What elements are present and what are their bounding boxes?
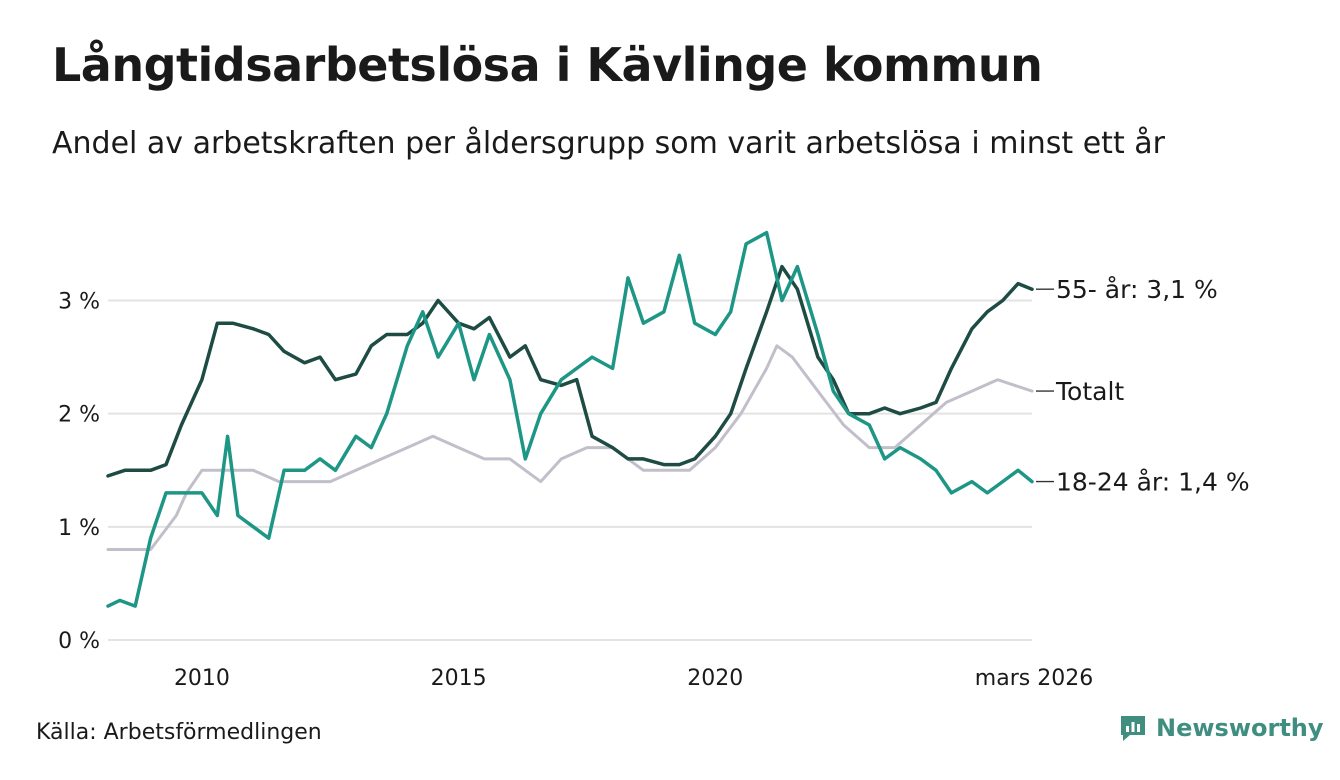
y-tick-label-1: 1 % <box>58 516 100 541</box>
end-label-total: Totalt <box>1055 377 1124 406</box>
series-end-labels: 55- år: 3,1 % Totalt 18-24 år: 1,4 % <box>1036 275 1250 497</box>
chart-subtitle: Andel av arbetskraften per åldersgrupp s… <box>52 126 1165 161</box>
y-axis-labels: 0 % 1 % 2 % 3 % <box>58 290 100 654</box>
chart-title: Långtidsarbetslösa i Kävlinge kommun <box>52 38 1043 92</box>
brand-name: Newsworthy <box>1156 714 1324 742</box>
line-chart: 0 % 1 % 2 % 3 % 2010 2015 2020 mars 2026 55- å… <box>58 230 1250 691</box>
x-tick-label-2: 2020 <box>687 666 743 691</box>
series-lines <box>106 230 1034 608</box>
end-label-youth: 18-24 år: 1,4 % <box>1056 468 1250 497</box>
x-axis-labels: 2010 2015 2020 mars 2026 <box>174 666 1093 691</box>
x-tick-label-3: mars 2026 <box>975 666 1093 691</box>
gridlines <box>108 299 1032 641</box>
end-label-senior: 55- år: 3,1 % <box>1056 275 1218 304</box>
series-line-youth <box>106 230 1034 608</box>
source-note: Källa: Arbetsförmedlingen <box>36 720 322 745</box>
y-tick-label-2: 2 % <box>58 403 100 428</box>
newsworthy-logo-icon <box>1121 716 1145 741</box>
y-tick-label-3: 3 % <box>58 290 100 315</box>
series-line-total <box>106 344 1034 551</box>
y-tick-label-0: 0 % <box>58 629 100 654</box>
x-tick-label-0: 2010 <box>174 666 230 691</box>
brand-logo: Newsworthy <box>1118 713 1324 743</box>
series-line-senior <box>106 264 1034 478</box>
x-tick-label-1: 2015 <box>431 666 487 691</box>
